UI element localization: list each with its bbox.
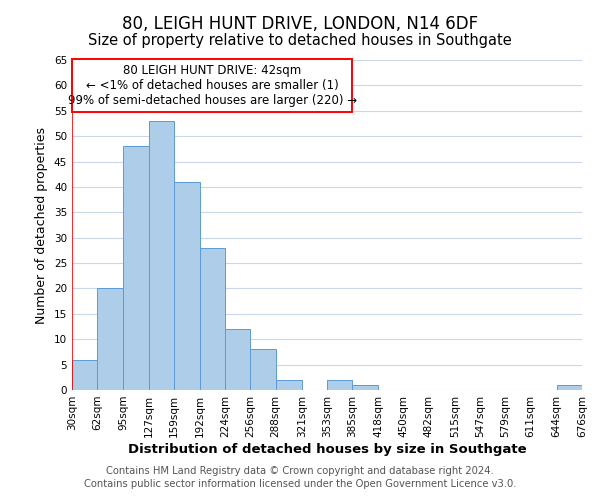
Text: Contains HM Land Registry data © Crown copyright and database right 2024.
Contai: Contains HM Land Registry data © Crown c… — [84, 466, 516, 489]
Bar — [72, 360, 97, 390]
Y-axis label: Number of detached properties: Number of detached properties — [35, 126, 49, 324]
Bar — [327, 380, 352, 390]
Bar — [250, 350, 275, 390]
Text: 80, LEIGH HUNT DRIVE, LONDON, N14 6DF: 80, LEIGH HUNT DRIVE, LONDON, N14 6DF — [122, 15, 478, 33]
Bar — [557, 385, 582, 390]
X-axis label: Distribution of detached houses by size in Southgate: Distribution of detached houses by size … — [128, 442, 526, 456]
Bar — [200, 248, 225, 390]
Text: 99% of semi-detached houses are larger (220) →: 99% of semi-detached houses are larger (… — [68, 94, 356, 106]
Bar — [149, 121, 174, 390]
Bar — [352, 385, 379, 390]
Text: 80 LEIGH HUNT DRIVE: 42sqm: 80 LEIGH HUNT DRIVE: 42sqm — [123, 64, 301, 77]
Bar — [72, 59, 352, 112]
Bar — [225, 329, 250, 390]
Bar — [97, 288, 124, 390]
Bar — [124, 146, 149, 390]
Text: ← <1% of detached houses are smaller (1): ← <1% of detached houses are smaller (1) — [86, 79, 338, 92]
Bar — [174, 182, 200, 390]
Bar — [275, 380, 302, 390]
Text: Size of property relative to detached houses in Southgate: Size of property relative to detached ho… — [88, 32, 512, 48]
